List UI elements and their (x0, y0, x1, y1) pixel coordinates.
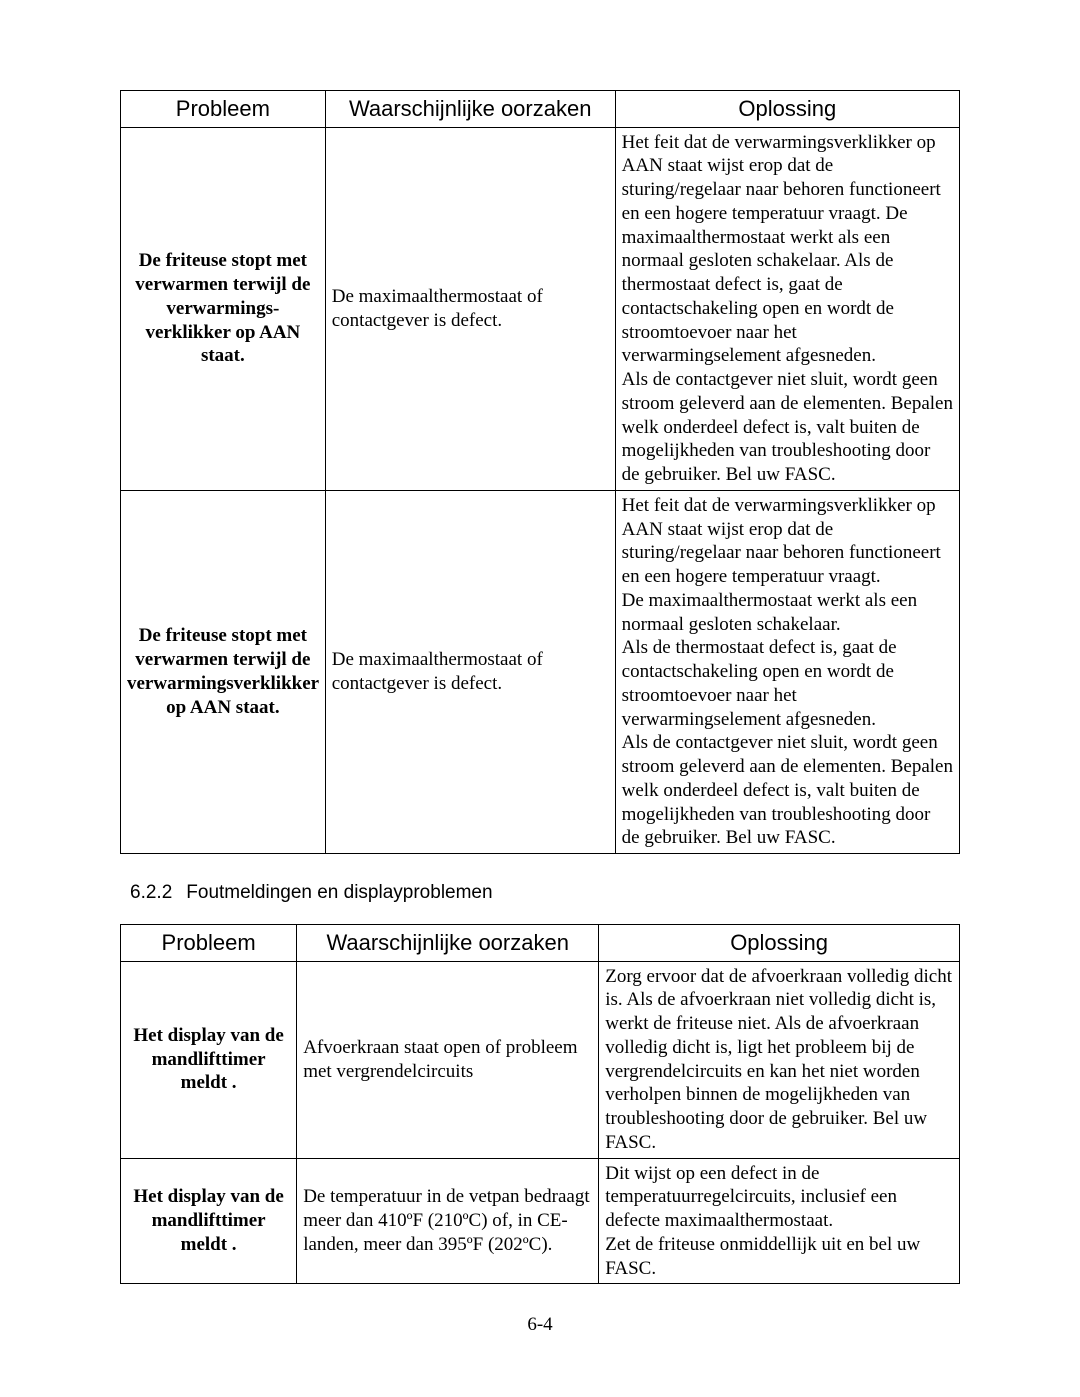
cell-cause: Afvoerkraan staat open of probleem met v… (297, 961, 599, 1158)
section-heading: 6.2.2 Foutmeldingen en displayproblemen (130, 882, 960, 904)
troubleshooting-table-1: Probleem Waarschijnlijke oorzaken Oploss… (120, 90, 960, 854)
header-cause: Waarschijnlijke oorzaken (297, 925, 599, 962)
table-row: De friteuse stopt met verwarmen terwijl … (121, 490, 960, 853)
header-cause: Waarschijnlijke oorzaken (325, 91, 615, 128)
cell-problem: Het display van de mandlifttimer meldt . (121, 1158, 297, 1284)
cell-cause: De maximaalthermostaat of contactgever i… (325, 127, 615, 490)
cell-problem: Het display van de mandlifttimer meldt . (121, 961, 297, 1158)
cell-cause: De maximaalthermostaat of contactgever i… (325, 490, 615, 853)
table-row: Het display van de mandlifttimer meldt .… (121, 1158, 960, 1284)
cell-problem: De friteuse stopt met verwarmen terwijl … (121, 490, 326, 853)
troubleshooting-table-2: Probleem Waarschijnlijke oorzaken Oploss… (120, 924, 960, 1284)
cell-solution: Dit wijst op een defect in de temperatuu… (599, 1158, 960, 1284)
section-number: 6.2.2 (130, 882, 172, 903)
table-header-row: Probleem Waarschijnlijke oorzaken Oploss… (121, 925, 960, 962)
cell-solution: Het feit dat de verwarmingsverklikker op… (615, 127, 959, 490)
page-number: 6-4 (120, 1314, 960, 1336)
header-solution: Oplossing (615, 91, 959, 128)
header-solution: Oplossing (599, 925, 960, 962)
cell-solution: Het feit dat de verwarmingsverklikker op… (615, 490, 959, 853)
cell-cause: De temperatuur in de vetpan bedraagt mee… (297, 1158, 599, 1284)
table-row: De friteuse stopt met verwarmen terwijl … (121, 127, 960, 490)
table-row: Het display van de mandlifttimer meldt .… (121, 961, 960, 1158)
cell-solution: Zorg ervoor dat de afvoerkraan volledig … (599, 961, 960, 1158)
section-title: Foutmeldingen en displayproblemen (186, 882, 492, 903)
cell-problem: De friteuse stopt met verwarmen terwijl … (121, 127, 326, 490)
table-header-row: Probleem Waarschijnlijke oorzaken Oploss… (121, 91, 960, 128)
header-problem: Probleem (121, 925, 297, 962)
header-problem: Probleem (121, 91, 326, 128)
